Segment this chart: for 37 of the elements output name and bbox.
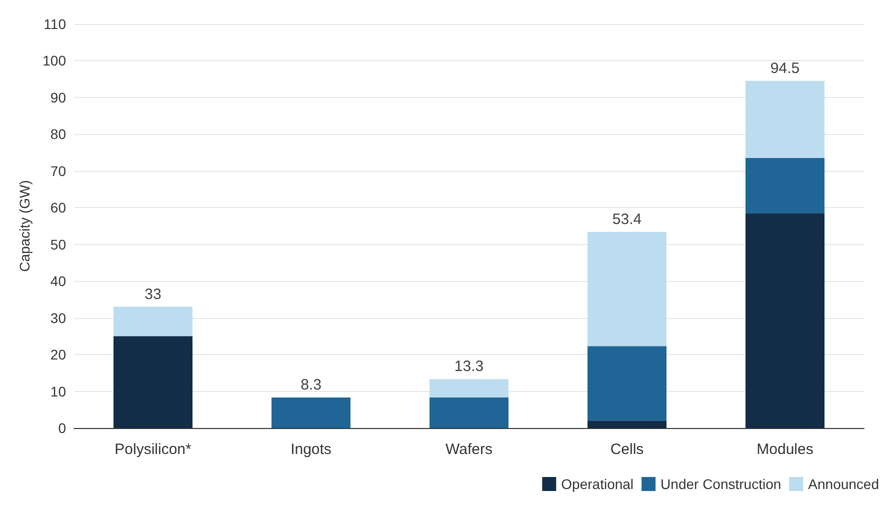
y-tick-label: 0 bbox=[58, 420, 66, 436]
bar bbox=[746, 158, 824, 214]
total-label: 53.4 bbox=[612, 210, 642, 228]
y-tick-label: 90 bbox=[50, 89, 66, 106]
x-tick-label: Ingots bbox=[290, 441, 332, 458]
bar bbox=[746, 80, 824, 158]
bar bbox=[114, 306, 192, 336]
legend-label: Under Construction bbox=[660, 476, 782, 492]
bar bbox=[588, 346, 666, 421]
legend-label: Operational bbox=[561, 476, 634, 492]
bar bbox=[272, 398, 350, 428]
y-tick-label: 60 bbox=[50, 200, 66, 216]
y-tick-label: 30 bbox=[50, 310, 66, 326]
total-label: 13.3 bbox=[454, 358, 484, 376]
total-label: 8.3 bbox=[300, 376, 322, 394]
total-label: 33 bbox=[144, 286, 162, 303]
y-tick-label: 40 bbox=[50, 273, 66, 290]
x-tick-label: Polysilicon* bbox=[114, 441, 192, 458]
y-tick-label: 100 bbox=[42, 52, 66, 69]
x-tick-label: Wafers bbox=[446, 441, 492, 458]
y-tick-label: 70 bbox=[50, 162, 66, 179]
bar bbox=[588, 232, 666, 346]
y-tick-label: 80 bbox=[50, 126, 66, 142]
x-tick-label: Cells bbox=[610, 441, 644, 458]
legend-label: Announced bbox=[808, 476, 880, 492]
y-tick-label: 10 bbox=[50, 383, 66, 400]
y-axis-title: Capacity (GW) bbox=[16, 180, 33, 272]
y-tick-label: 50 bbox=[50, 236, 66, 252]
x-tick-label: Modules bbox=[756, 441, 814, 458]
bar bbox=[588, 420, 666, 428]
total-label: 94.5 bbox=[770, 60, 800, 77]
bar bbox=[430, 398, 508, 428]
bar bbox=[746, 213, 824, 428]
bar bbox=[430, 379, 508, 398]
bar bbox=[114, 336, 192, 428]
y-tick-label: 110 bbox=[44, 16, 66, 32]
y-tick-label: 20 bbox=[50, 346, 66, 363]
